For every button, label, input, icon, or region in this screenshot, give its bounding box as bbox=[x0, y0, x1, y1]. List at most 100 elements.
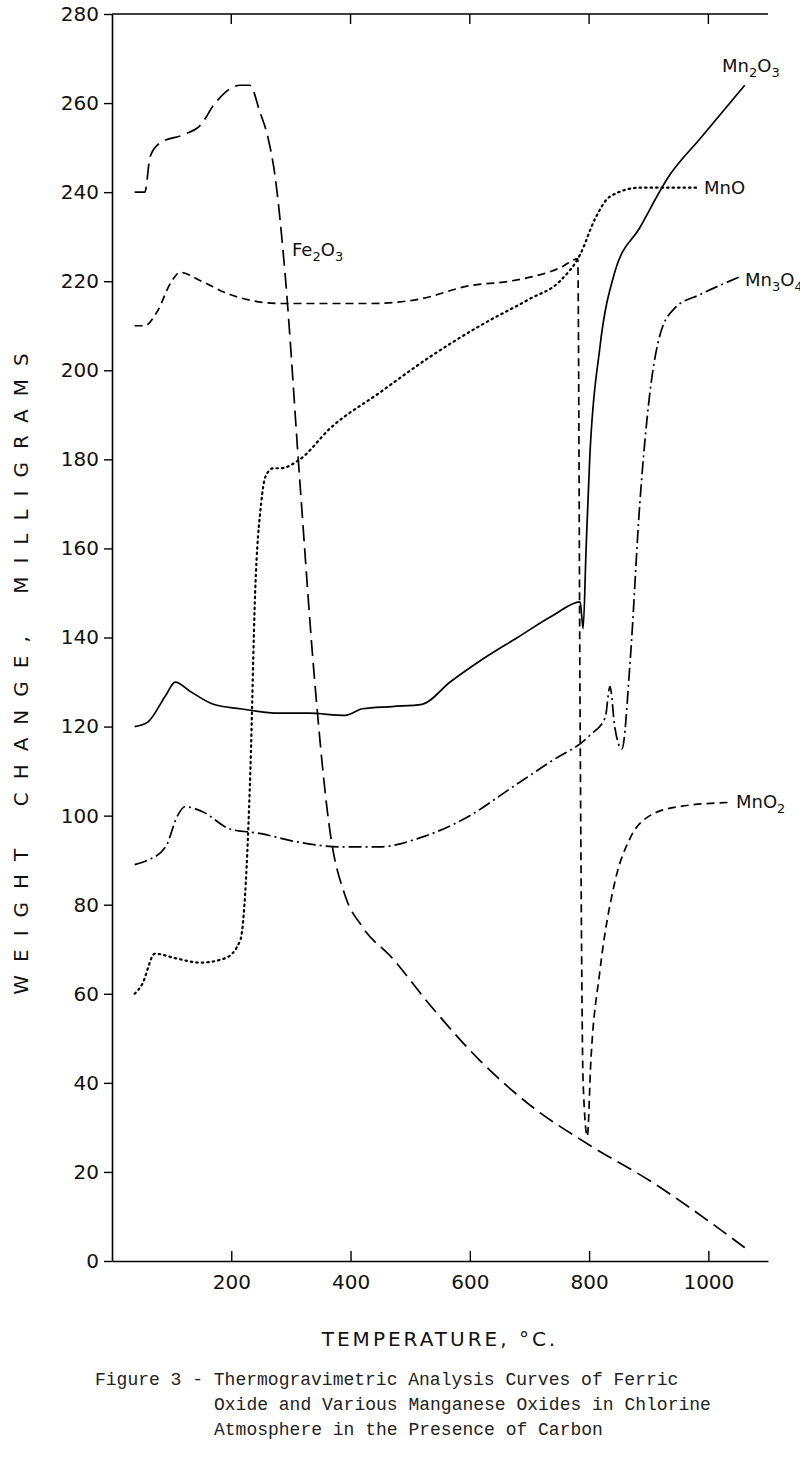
subscript: 2 bbox=[777, 801, 785, 816]
y-tick: 240 bbox=[61, 180, 112, 204]
x-axis-line bbox=[113, 1261, 769, 1263]
x-axis: 200 400 600 800 1000 bbox=[113, 1251, 769, 1294]
y-tick: 120 bbox=[61, 714, 112, 738]
subscript: 2 bbox=[749, 65, 757, 80]
y-tick: 260 bbox=[61, 91, 112, 115]
series-line bbox=[135, 188, 700, 994]
y-tick-mark bbox=[104, 994, 112, 995]
y-tick-label: 120 bbox=[61, 714, 99, 738]
y-tick-label: 260 bbox=[61, 91, 99, 115]
y-tick-label: 280 bbox=[61, 2, 99, 26]
top-frame-line bbox=[112, 13, 768, 15]
y-tick-mark bbox=[104, 726, 112, 727]
x-tick-mark bbox=[231, 1251, 232, 1261]
y-tick: 60 bbox=[74, 982, 112, 1006]
subscript: 3 bbox=[335, 249, 343, 264]
subscript: 3 bbox=[772, 279, 780, 294]
y-tick-mark bbox=[104, 905, 112, 906]
label-part: O bbox=[321, 239, 335, 260]
label-part: MnO bbox=[736, 791, 777, 812]
page: 200 400 600 800 1000 0 20 40 60 80 100 120 140 160 180… bbox=[0, 0, 800, 1462]
x-tick-label: 1000 bbox=[683, 1270, 734, 1294]
x-tick: 1000 bbox=[683, 1251, 734, 1294]
y-tick-mark bbox=[104, 548, 112, 549]
label-part: Mn bbox=[745, 269, 772, 290]
caption: Figure 3 - Thermogravimetric Analysis Cu… bbox=[95, 1368, 726, 1443]
top-tick-mark bbox=[469, 14, 470, 24]
y-tick-mark bbox=[104, 103, 112, 104]
y-tick-label: 160 bbox=[61, 536, 99, 560]
x-tick-label: 400 bbox=[332, 1270, 370, 1294]
y-tick-label: 40 bbox=[74, 1071, 99, 1095]
y-tick-mark bbox=[104, 1083, 112, 1084]
y-tick: 220 bbox=[61, 269, 112, 293]
x-tick-mark bbox=[708, 1251, 709, 1261]
y-tick: 20 bbox=[74, 1160, 112, 1184]
y-tick-mark bbox=[104, 459, 112, 460]
x-tick-mark bbox=[470, 1251, 471, 1261]
top-tick-mark bbox=[350, 14, 351, 24]
y-tick-label: 220 bbox=[61, 269, 99, 293]
top-frame bbox=[112, 14, 768, 24]
x-tick: 600 bbox=[451, 1251, 489, 1294]
label-part: O bbox=[780, 269, 794, 290]
y-tick-label: 180 bbox=[61, 447, 99, 471]
y-tick-mark bbox=[104, 1261, 112, 1262]
x-axis-title: TEMPERATURE, °C. bbox=[321, 1327, 558, 1351]
y-tick-mark bbox=[104, 281, 112, 282]
y-tick-mark bbox=[104, 370, 112, 371]
series-label: Mn2O3 bbox=[722, 55, 780, 80]
x-tick-label: 600 bbox=[451, 1270, 489, 1294]
y-tick-mark bbox=[104, 192, 112, 193]
y-tick-label: 240 bbox=[61, 180, 99, 204]
y-tick-label: 140 bbox=[61, 625, 99, 649]
top-tick-mark bbox=[708, 14, 709, 24]
y-tick: 200 bbox=[61, 358, 112, 382]
subscript: 4 bbox=[794, 279, 800, 294]
y-axis-title: WEIGHT CHANGE, MILLIGRAMS bbox=[9, 340, 33, 994]
y-tick-label: 60 bbox=[74, 982, 99, 1006]
y-tick: 100 bbox=[61, 804, 112, 828]
subscript: 2 bbox=[312, 249, 320, 264]
top-tick-mark bbox=[231, 14, 232, 24]
series-line bbox=[135, 85, 745, 1247]
y-tick-label: 80 bbox=[74, 893, 99, 917]
plot-lines bbox=[135, 85, 745, 1247]
series-label: Mn3O4 bbox=[745, 269, 800, 294]
top-tick-mark bbox=[588, 14, 589, 24]
x-tick-mark bbox=[589, 1251, 590, 1261]
y-tick: 0 bbox=[86, 1249, 112, 1273]
series-label: MnO2 bbox=[736, 791, 785, 816]
x-tick: 800 bbox=[570, 1251, 608, 1294]
label-part: MnO bbox=[704, 177, 745, 198]
y-tick-mark bbox=[104, 815, 112, 816]
series-label: MnO bbox=[704, 177, 745, 198]
x-tick-label: 200 bbox=[213, 1270, 251, 1294]
y-tick-label: 0 bbox=[86, 1249, 99, 1273]
y-tick-mark bbox=[104, 14, 112, 15]
series-line bbox=[135, 259, 733, 1136]
y-tick: 40 bbox=[74, 1071, 112, 1095]
y-tick-label: 200 bbox=[61, 358, 99, 382]
y-tick-label: 100 bbox=[61, 804, 99, 828]
y-tick: 80 bbox=[74, 893, 112, 917]
y-tick: 180 bbox=[61, 447, 112, 471]
x-tick-label: 800 bbox=[570, 1270, 608, 1294]
series-labels: Fe2O3MnOMn2O3Mn3O4MnO2 bbox=[292, 55, 800, 816]
y-tick: 160 bbox=[61, 536, 112, 560]
x-tick: 200 bbox=[213, 1251, 251, 1294]
chart-svg: 200 400 600 800 1000 0 20 40 60 80 100 120 140 160 180… bbox=[0, 0, 800, 1462]
y-tick-mark bbox=[104, 637, 112, 638]
y-tick: 140 bbox=[61, 625, 112, 649]
x-tick-mark bbox=[350, 1251, 351, 1261]
subscript: 3 bbox=[771, 65, 779, 80]
series-line bbox=[135, 277, 740, 865]
series-label: Fe2O3 bbox=[292, 239, 343, 264]
label-part: Fe bbox=[292, 239, 312, 260]
y-tick-label: 20 bbox=[74, 1160, 99, 1184]
y-axis: 0 20 40 60 80 100 120 140 160 180 200 220 240 260 280 bbox=[61, 2, 113, 1273]
series-line bbox=[135, 85, 745, 726]
label-part: Mn bbox=[722, 55, 749, 76]
label-part: O bbox=[757, 55, 771, 76]
chart-container: 200 400 600 800 1000 0 20 40 60 80 100 120 140 160 180… bbox=[0, 0, 800, 1462]
